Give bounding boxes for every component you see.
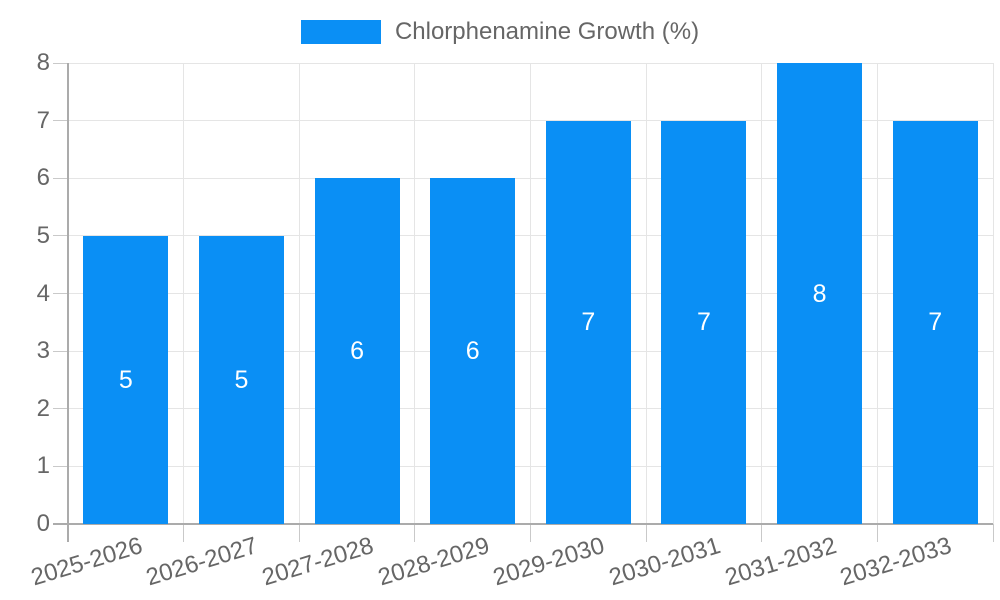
v-gridline — [530, 63, 531, 524]
bar — [777, 63, 863, 524]
bar — [892, 120, 978, 524]
x-tick — [183, 524, 185, 542]
y-axis-label: 6 — [36, 164, 50, 192]
v-gridline — [414, 63, 416, 524]
legend-label: Chlorphenamine Growth (%) — [394, 18, 700, 45]
y-axis-label: 2 — [36, 394, 50, 422]
bar-value-label: 8 — [812, 279, 827, 308]
y-axis-label: 5 — [36, 221, 50, 249]
bar-value-label: 5 — [234, 365, 249, 394]
v-gridline — [298, 63, 300, 524]
x-tick — [876, 524, 878, 542]
y-axis-label: 1 — [36, 452, 50, 480]
y-axis-label: 4 — [36, 279, 50, 307]
y-axis-line — [67, 63, 69, 542]
v-gridline — [183, 63, 185, 524]
x-axis-line — [53, 523, 993, 525]
v-gridline — [992, 63, 994, 524]
bar — [83, 235, 169, 524]
x-tick — [530, 524, 531, 542]
bar-value-label: 7 — [928, 308, 943, 337]
y-tick — [53, 120, 68, 122]
y-tick — [53, 235, 68, 237]
bar-value-label: 6 — [350, 337, 365, 366]
v-gridline — [761, 63, 763, 524]
bar-value-label: 6 — [465, 337, 480, 366]
bar — [198, 235, 284, 524]
x-tick — [992, 524, 994, 542]
legend-swatch — [300, 20, 381, 44]
y-axis-label: 7 — [36, 106, 50, 134]
bar — [314, 178, 400, 524]
bar-value-label: 7 — [696, 308, 711, 337]
y-tick — [53, 408, 68, 410]
x-tick — [298, 524, 300, 542]
bar-value-label: 5 — [118, 365, 133, 394]
x-tick — [761, 524, 763, 542]
bar — [430, 178, 516, 524]
bar — [545, 120, 631, 524]
y-axis-label: 0 — [36, 510, 50, 537]
x-tick — [414, 524, 416, 542]
y-tick — [53, 350, 68, 352]
bar — [661, 120, 747, 524]
v-gridline — [645, 63, 647, 524]
x-tick — [645, 524, 647, 542]
y-axis-label: 8 — [36, 49, 50, 76]
y-tick — [53, 465, 68, 467]
y-tick — [53, 62, 68, 64]
y-tick — [53, 293, 68, 294]
y-axis-label: 3 — [36, 337, 50, 365]
legend: Chlorphenamine Growth (%) — [0, 18, 1000, 46]
bar-value-label: 7 — [581, 308, 596, 337]
y-tick — [53, 177, 68, 179]
v-gridline — [876, 63, 878, 524]
